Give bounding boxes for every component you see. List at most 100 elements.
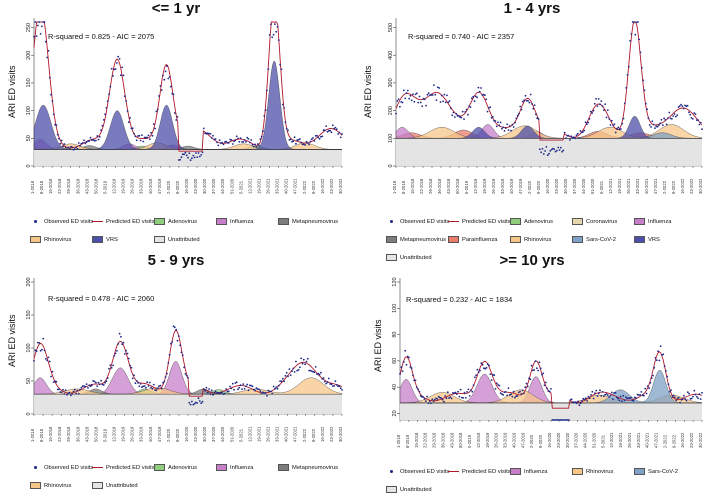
observed-point — [548, 152, 550, 155]
observed-point — [249, 141, 251, 144]
observed-point — [192, 403, 195, 406]
legend-swatch — [634, 467, 645, 475]
observed-point — [337, 385, 339, 388]
x-tick-label: 9-2022 — [671, 180, 676, 194]
legend-label: Adenovirus — [168, 464, 198, 471]
observed-point — [586, 400, 588, 402]
observed-point — [289, 374, 292, 376]
observed-point — [659, 345, 662, 347]
observed-point — [534, 360, 537, 362]
observed-point — [218, 139, 221, 142]
observed-point — [640, 391, 643, 393]
chart-panel-under-1yr: <= 1 yr ARI ED visits R-squared = 0.825 … — [0, 0, 352, 250]
observed-point — [457, 390, 459, 393]
observed-point — [170, 342, 172, 345]
x-tick-label: 5-2019 — [467, 434, 472, 448]
observed-point — [615, 396, 618, 399]
observed-point — [281, 103, 284, 106]
observed-point — [592, 109, 595, 112]
observed-point — [318, 373, 321, 376]
observed-point — [284, 374, 287, 377]
observed-point — [171, 92, 174, 95]
observed-point — [648, 387, 650, 390]
observed-point — [302, 358, 305, 361]
observed-point — [574, 401, 577, 404]
x-tick-label: 30-2022 — [698, 178, 703, 194]
observed-point — [260, 135, 263, 138]
observed-point — [699, 121, 702, 124]
x-tick-label: 47-2021 — [293, 426, 298, 442]
legend-label: Sars-CoV-2 — [648, 468, 678, 475]
observed-point — [189, 403, 192, 406]
observed-point — [684, 104, 686, 107]
observed-point — [201, 151, 204, 154]
observed-point — [557, 419, 560, 421]
observed-point — [120, 74, 122, 77]
observed-point — [202, 127, 205, 130]
observed-point — [630, 33, 633, 35]
observed-point — [145, 136, 147, 139]
observed-point — [264, 391, 267, 394]
observed-point — [504, 127, 507, 129]
observed-point — [468, 395, 471, 397]
observed-point — [322, 377, 325, 379]
y-tick-label: 150 — [26, 78, 32, 87]
observed-point — [100, 129, 102, 132]
area-unattributed — [396, 138, 702, 166]
x-tick-label: 36-2018 — [437, 178, 442, 194]
observed-point — [498, 124, 501, 127]
observed-point — [494, 120, 497, 122]
observed-point — [145, 386, 147, 389]
observed-point — [647, 117, 650, 120]
observed-point — [88, 140, 91, 142]
observed-point — [667, 383, 670, 386]
observed-point — [317, 136, 320, 139]
observed-point — [457, 115, 460, 117]
observed-point — [693, 389, 696, 392]
observed-point — [416, 92, 418, 95]
observed-point — [279, 63, 281, 66]
observed-point — [612, 398, 614, 400]
observed-point — [599, 103, 601, 106]
observed-point — [592, 397, 595, 400]
observed-point — [331, 124, 334, 127]
observed-point — [147, 385, 150, 387]
observed-point — [227, 390, 230, 393]
observed-point — [127, 121, 130, 124]
observed-point — [478, 90, 481, 93]
observed-point — [593, 102, 596, 105]
observed-point — [162, 74, 164, 77]
legend-item: Unattributed — [386, 253, 448, 261]
observed-point — [450, 397, 453, 400]
y-tick-label: 200 — [26, 277, 32, 286]
observed-point — [442, 100, 444, 103]
observed-point — [663, 365, 666, 368]
observed-point — [198, 400, 201, 402]
observed-point — [139, 139, 142, 142]
observed-point — [264, 109, 267, 111]
y-tick-label: 80 — [392, 332, 398, 338]
observed-point — [339, 387, 342, 390]
x-tick-label: 50-2018 — [458, 432, 463, 448]
observed-point — [633, 21, 635, 23]
observed-point — [644, 387, 647, 390]
legend-item: Observed ED visits — [386, 468, 449, 475]
observed-point — [508, 125, 511, 127]
x-tick-label: 23-2022 — [689, 432, 694, 448]
observed-point — [686, 104, 689, 107]
observed-point — [654, 356, 657, 359]
observed-point — [293, 136, 296, 139]
observed-point — [635, 397, 638, 399]
observed-point — [701, 128, 703, 131]
observed-point — [142, 385, 145, 388]
observed-point — [87, 387, 89, 389]
observed-point — [682, 107, 685, 110]
observed-point — [296, 139, 299, 142]
observed-point — [125, 100, 127, 102]
observed-point — [112, 364, 114, 367]
observed-point — [208, 388, 211, 390]
observed-point — [271, 392, 274, 395]
observed-point — [279, 380, 281, 383]
legend-label: Observed ED visits — [400, 218, 450, 225]
chart-title: 1 - 4 yrs — [503, 0, 561, 17]
